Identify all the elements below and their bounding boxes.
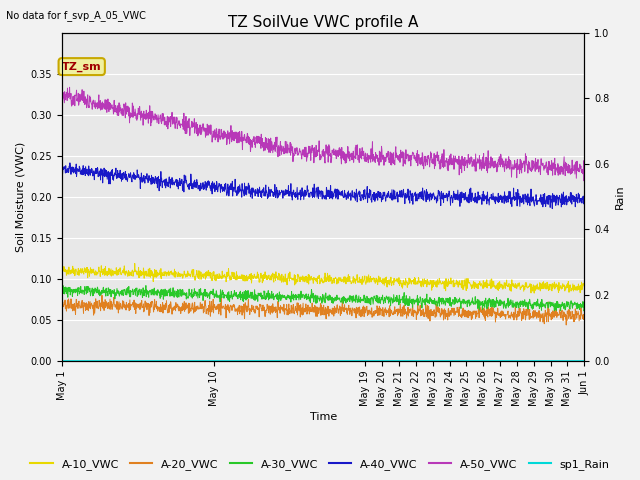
A-50_VWC (300, 154, 308, 159)
sp1_Rain (355, 358, 363, 363)
A-10_VWC (120, 266, 127, 272)
A-20_VWC (98, 292, 106, 298)
A-50_VWC (356, 153, 364, 158)
Line: A-40_VWC: A-40_VWC (62, 163, 584, 209)
A-40_VWC (580, 201, 588, 206)
Legend: A-10_VWC, A-20_VWC, A-30_VWC, A-40_VWC, A-50_VWC, sp1_Rain: A-10_VWC, A-20_VWC, A-30_VWC, A-40_VWC, … (26, 455, 614, 474)
A-10_VWC (531, 290, 538, 296)
A-30_VWC (280, 293, 288, 299)
A-10_VWC (280, 275, 288, 281)
A-40_VWC (99, 180, 106, 186)
A-10_VWC (58, 266, 66, 272)
Text: TZ_sm: TZ_sm (62, 61, 102, 72)
Line: A-10_VWC: A-10_VWC (62, 264, 584, 293)
A-10_VWC (131, 261, 139, 266)
A-50_VWC (58, 97, 66, 103)
A-50_VWC (99, 106, 106, 112)
sp1_Rain (580, 358, 588, 363)
A-50_VWC (580, 168, 588, 173)
A-50_VWC (291, 146, 298, 152)
A-20_VWC (300, 309, 308, 315)
A-40_VWC (300, 192, 308, 198)
A-30_VWC (580, 308, 588, 314)
Title: TZ SoilVue VWC profile A: TZ SoilVue VWC profile A (228, 15, 419, 30)
A-10_VWC (580, 284, 588, 290)
A-20_VWC (356, 304, 364, 310)
sp1_Rain (280, 358, 287, 363)
A-30_VWC (291, 295, 298, 300)
A-20_VWC (120, 300, 128, 306)
A-20_VWC (563, 322, 570, 328)
A-10_VWC (356, 275, 364, 280)
A-30_VWC (120, 287, 128, 292)
A-50_VWC (120, 101, 128, 107)
Text: No data for f_svp_A_05_VWC: No data for f_svp_A_05_VWC (6, 10, 147, 21)
A-40_VWC (58, 169, 66, 175)
A-40_VWC (291, 193, 298, 199)
A-30_VWC (99, 290, 106, 296)
sp1_Rain (120, 358, 127, 363)
A-30_VWC (356, 297, 364, 303)
A-50_VWC (580, 178, 588, 184)
A-50_VWC (66, 84, 74, 90)
A-40_VWC (280, 188, 288, 193)
Line: A-20_VWC: A-20_VWC (62, 295, 584, 325)
X-axis label: Time: Time (310, 412, 337, 422)
sp1_Rain (291, 358, 298, 363)
A-30_VWC (580, 306, 588, 312)
A-20_VWC (280, 301, 288, 307)
sp1_Rain (99, 358, 106, 363)
sp1_Rain (300, 358, 308, 363)
sp1_Rain (58, 358, 66, 363)
A-20_VWC (58, 300, 66, 305)
Line: A-50_VWC: A-50_VWC (62, 87, 584, 181)
A-10_VWC (99, 269, 106, 275)
A-30_VWC (300, 295, 308, 301)
A-30_VWC (59, 283, 67, 288)
A-20_VWC (580, 313, 588, 319)
Y-axis label: Soil Moisture (VWC): Soil Moisture (VWC) (15, 142, 25, 252)
A-20_VWC (291, 308, 298, 313)
A-10_VWC (300, 276, 308, 282)
A-40_VWC (66, 160, 74, 166)
A-40_VWC (548, 206, 556, 212)
Line: A-30_VWC: A-30_VWC (62, 286, 584, 311)
A-20_VWC (99, 305, 106, 311)
A-50_VWC (280, 151, 288, 156)
Y-axis label: Rain: Rain (615, 184, 625, 209)
A-40_VWC (356, 193, 364, 199)
A-10_VWC (291, 282, 298, 288)
A-40_VWC (120, 170, 128, 176)
A-30_VWC (58, 292, 66, 298)
